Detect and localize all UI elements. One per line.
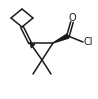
Text: Cl: Cl [84, 37, 93, 47]
Text: O: O [68, 13, 76, 23]
Polygon shape [53, 34, 69, 43]
